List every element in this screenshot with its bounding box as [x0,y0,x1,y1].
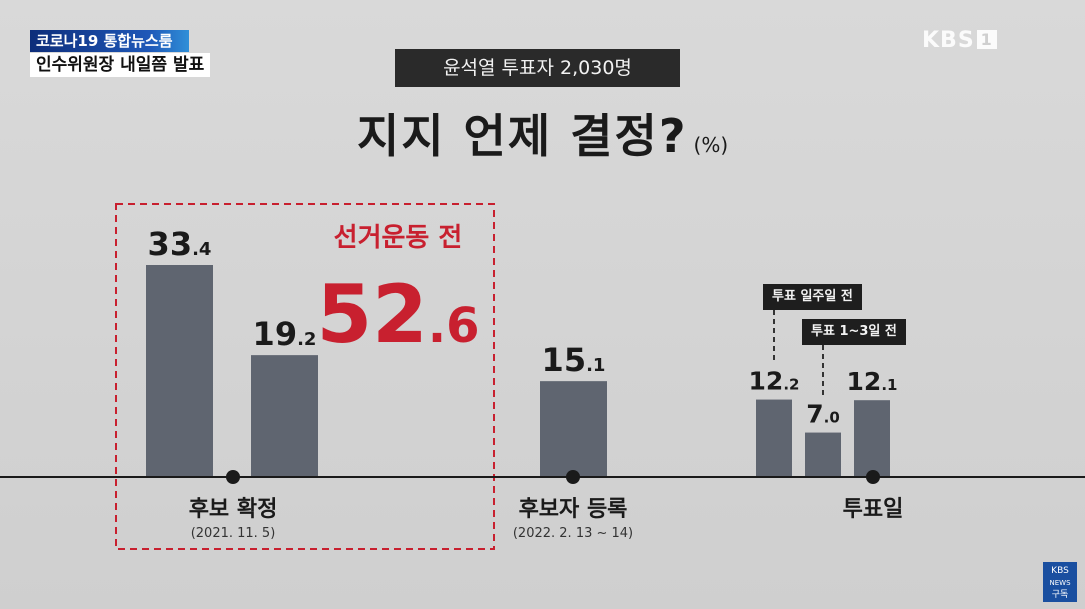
corner-line2: NEWS [1049,579,1071,587]
milestone-dot-0 [226,470,240,484]
bar-2 [540,381,607,477]
bar-value-label-5: 12.1 [847,367,898,396]
bar-5 [854,400,890,477]
callout-1-3-days-before: 투표 1~3일 전 [802,319,906,345]
chart-title-row: 지지 언제 결정? (%) [0,100,1085,166]
bar-value-label-4: 7.0 [806,400,840,429]
bar-value-label-2: 15.1 [542,341,606,379]
bar-3 [756,399,792,477]
milestone-dot-2 [866,470,880,484]
logo-channel: 1 [976,30,997,49]
bar-1 [251,355,318,477]
callout-week-before: 투표 일주일 전 [763,284,862,310]
milestone-label-0: 후보 확정 [189,497,278,522]
milestone-label-1: 후보자 등록 [519,497,628,522]
highlight-frame [115,203,495,550]
corner-line3: 구독 [1051,590,1069,600]
corner-line1: KBS [1051,566,1069,576]
news-headline: 인수위원장 내일쯤 발표 [30,53,211,77]
highlight-value: 52.6 [317,268,480,361]
bar-value-label-0: 33.4 [148,225,212,263]
bar-4 [805,432,841,477]
milestone-date-0: (2021. 11. 5) [191,526,276,541]
milestone-date-1: (2022. 2. 13 ~ 14) [513,526,633,541]
bar-value-label-1: 19.2 [253,315,317,353]
chart-subtitle: 윤석열 투표자 2,030명 [395,49,680,87]
highlight-label: 선거운동 전 [334,223,463,253]
chart-unit: (%) [693,133,729,157]
milestone-dot-1 [566,470,580,484]
kbs-logo: KBS 1 [922,28,997,53]
bar-0 [146,265,213,477]
bar-value-label-3: 12.2 [749,367,800,396]
logo-brand: KBS [922,28,975,53]
news-category-tag: 코로나19 통합뉴스룸 [30,30,189,52]
milestone-label-2: 투표일 [843,497,904,522]
kbs-news-subscribe-badge[interactable]: KBS NEWS 구독 [1043,562,1077,602]
chart-title: 지지 언제 결정? [356,109,688,163]
